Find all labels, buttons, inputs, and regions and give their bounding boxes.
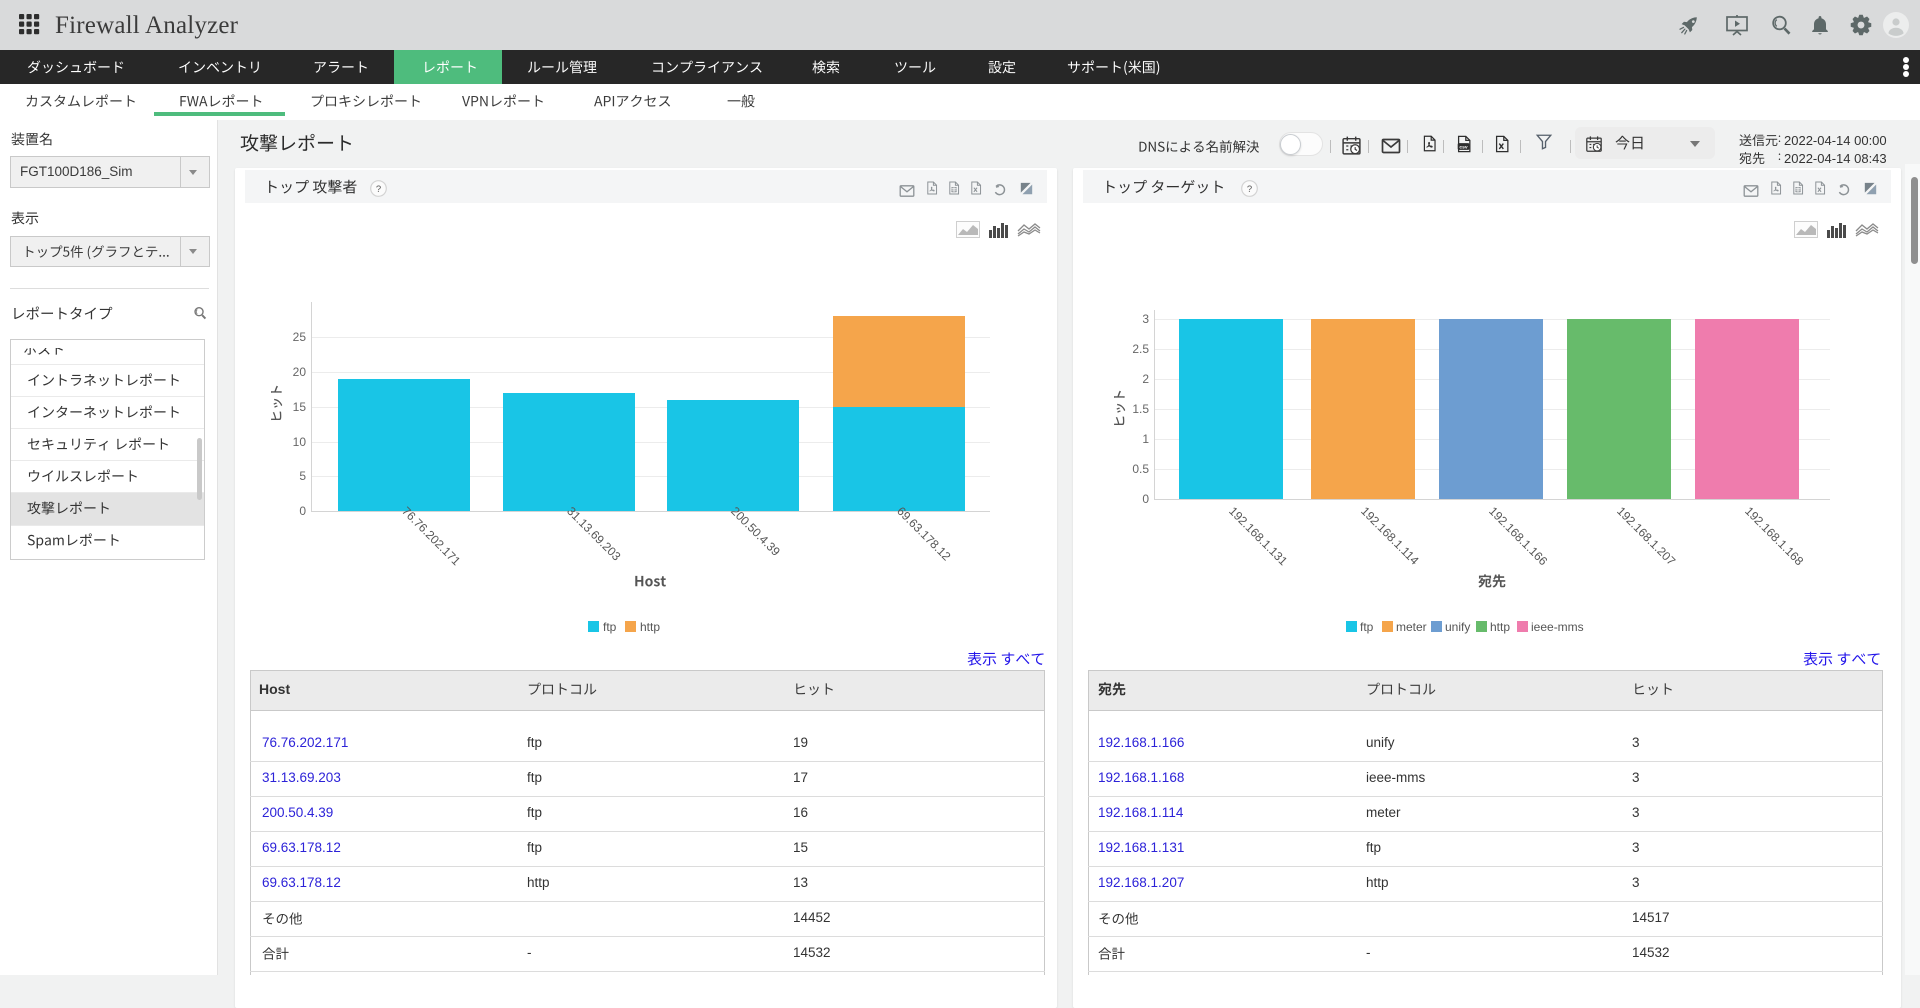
svg-text:?: ? — [375, 184, 380, 195]
svg-text:csv: csv — [1459, 146, 1467, 151]
svg-text:?: ? — [1246, 184, 1251, 195]
